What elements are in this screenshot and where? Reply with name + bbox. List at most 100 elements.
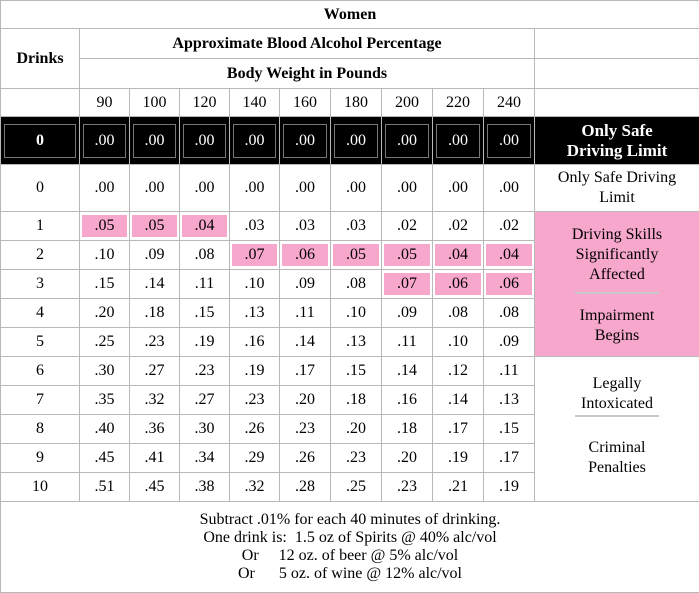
- bac-cell: .32: [130, 386, 180, 415]
- bac-cell-highlight: .06: [484, 270, 535, 299]
- bac-cell: .32: [230, 473, 280, 502]
- bac-cell: .13: [484, 386, 535, 415]
- bac-cell-highlight: .06: [433, 270, 484, 299]
- empty-cell: [535, 89, 699, 117]
- drinks-cell: 1: [1, 212, 80, 241]
- weight-cell: 140: [230, 89, 280, 117]
- weight-cell: 100: [130, 89, 180, 117]
- bac-cell: .20: [331, 415, 382, 444]
- bac-cell: .20: [80, 299, 130, 328]
- bac-cell: .19: [484, 473, 535, 502]
- status-safe: Only Safe Driving Limit: [535, 165, 699, 212]
- bac-cell: .14: [130, 270, 180, 299]
- bac-cell: .19: [180, 328, 230, 357]
- bac-cell: .03: [230, 212, 280, 241]
- table-row-black: 0 .00 .00 .00 .00 .00 .00 .00 .00 .00 On…: [1, 117, 699, 165]
- bac-cell: .00: [331, 165, 382, 212]
- bac-cell: .13: [331, 328, 382, 357]
- bac-cell: .09: [484, 328, 535, 357]
- bac-cell: .00: [433, 117, 484, 165]
- table-title: Women: [1, 1, 699, 29]
- bac-cell: .14: [433, 386, 484, 415]
- bac-cell: .16: [230, 328, 280, 357]
- bac-cell: .19: [433, 444, 484, 473]
- bac-cell: .11: [280, 299, 331, 328]
- drinks-cell: 0: [1, 165, 80, 212]
- bac-cell: .23: [382, 473, 433, 502]
- bac-cell: .27: [180, 386, 230, 415]
- status-intoxicated: Legally Intoxicated Criminal Penalties: [535, 357, 699, 502]
- weight-cell: 90: [80, 89, 130, 117]
- bac-cell: .00: [433, 165, 484, 212]
- bac-cell: .30: [180, 415, 230, 444]
- bac-cell: .23: [230, 386, 280, 415]
- bac-cell: .18: [331, 386, 382, 415]
- bac-cell: .11: [484, 357, 535, 386]
- bac-cell: .00: [80, 165, 130, 212]
- bac-cell: .17: [484, 444, 535, 473]
- bac-cell: .15: [484, 415, 535, 444]
- bac-cell: .00: [230, 117, 280, 165]
- bac-cell: .21: [433, 473, 484, 502]
- bac-cell: .13: [230, 299, 280, 328]
- bac-cell: .15: [331, 357, 382, 386]
- status-impaired: Driving Skills Significantly Affected Im…: [535, 212, 699, 357]
- bac-cell: .00: [180, 165, 230, 212]
- bac-cell: .45: [80, 444, 130, 473]
- drinks-cell: 7: [1, 386, 80, 415]
- bac-cell: .40: [80, 415, 130, 444]
- bac-cell: .15: [180, 299, 230, 328]
- bac-cell: .08: [331, 270, 382, 299]
- bac-cell-highlight: .04: [433, 241, 484, 270]
- empty-cell: [535, 29, 699, 59]
- bac-cell: .25: [80, 328, 130, 357]
- bac-cell: .00: [280, 165, 331, 212]
- bac-cell: .23: [130, 328, 180, 357]
- bac-cell: .00: [484, 117, 535, 165]
- footnote-line: Or 5 oz. of wine @ 12% alc/vol: [1, 565, 699, 583]
- weight-cell: 240: [484, 89, 535, 117]
- empty-cell: [535, 59, 699, 89]
- bac-cell: .12: [433, 357, 484, 386]
- bac-cell: .27: [130, 357, 180, 386]
- weight-cell: 180: [331, 89, 382, 117]
- bac-cell-highlight: .07: [230, 241, 280, 270]
- weight-cell: 120: [180, 89, 230, 117]
- bac-cell: .00: [484, 165, 535, 212]
- bac-cell: .36: [130, 415, 180, 444]
- footnote-line: Or 12 oz. of beer @ 5% alc/vol: [1, 547, 699, 565]
- bac-cell: .34: [180, 444, 230, 473]
- bac-cell: .26: [280, 444, 331, 473]
- bac-cell: .08: [484, 299, 535, 328]
- bac-cell: .02: [484, 212, 535, 241]
- bac-cell: .00: [382, 117, 433, 165]
- drinks-cell: 5: [1, 328, 80, 357]
- bac-cell: .09: [280, 270, 331, 299]
- drinks-cell: 0: [1, 117, 80, 165]
- bac-cell: .30: [80, 357, 130, 386]
- bac-cell: .35: [80, 386, 130, 415]
- weights-row: 90 100 120 140 160 180 200 220 240: [1, 89, 699, 117]
- drinks-header: Drinks: [1, 29, 80, 89]
- weight-cell: 220: [433, 89, 484, 117]
- bac-cell: .00: [230, 165, 280, 212]
- bac-cell: .38: [180, 473, 230, 502]
- bac-cell: .10: [433, 328, 484, 357]
- bac-cell: .08: [433, 299, 484, 328]
- drinks-cell: 4: [1, 299, 80, 328]
- bac-cell-highlight: .07: [382, 270, 433, 299]
- bac-cell: .10: [80, 241, 130, 270]
- bac-cell: .00: [130, 117, 180, 165]
- divider: [575, 415, 659, 417]
- bac-cell: .02: [382, 212, 433, 241]
- bac-cell: .20: [382, 444, 433, 473]
- bac-cell-highlight: .06: [280, 241, 331, 270]
- bac-cell-highlight: .05: [130, 212, 180, 241]
- bac-cell: .14: [382, 357, 433, 386]
- bac-cell: .00: [331, 117, 382, 165]
- drinks-cell: 10: [1, 473, 80, 502]
- bac-cell: .19: [230, 357, 280, 386]
- bac-cell: .11: [382, 328, 433, 357]
- bac-cell-highlight: .05: [382, 241, 433, 270]
- drinks-cell: 2: [1, 241, 80, 270]
